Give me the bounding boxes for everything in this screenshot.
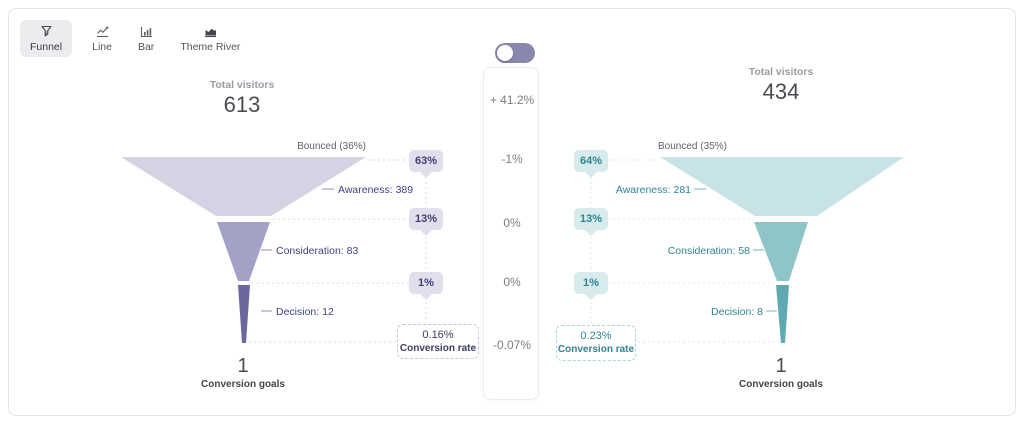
right-badge-decision: 1% [574, 272, 608, 294]
left-conversion-goals-label: Conversion goals [201, 379, 285, 390]
right-total-visitors-value: 434 [762, 79, 800, 104]
right-awareness-label: Awareness: 281 [615, 184, 691, 196]
left-total-visitors-label: Total visitors [209, 79, 275, 91]
right-funnel-stage-decision[interactable] [776, 285, 789, 343]
tab-line[interactable]: Line [86, 20, 118, 57]
right-conversion-goals-value: 1 [775, 355, 787, 377]
tab-bar-label: Bar [137, 41, 155, 53]
left-badge-awareness: 63% [409, 150, 443, 172]
comparison-panel: + 41.2% -1% 0% 0% -0.07% [483, 67, 539, 400]
left-badge-decision: 1% [409, 272, 443, 294]
left-conversion-rate-box: 0.16% Conversion rate [397, 324, 479, 359]
right-consideration-label: Consideration: 58 [667, 245, 750, 257]
left-conversion-rate-value: 0.16% [422, 329, 454, 341]
left-total-visitors-value: 613 [223, 92, 261, 117]
left-conversion-goals-value: 1 [237, 355, 249, 377]
comparison-awareness-delta: -1% [501, 152, 523, 166]
left-bounced-label: Bounced (36%) [297, 141, 366, 152]
tab-line-label: Line [92, 41, 112, 53]
right-funnel-stage-awareness[interactable] [660, 157, 904, 216]
bar-chart-icon [139, 24, 154, 39]
right-conversion-rate-box: 0.23% Conversion rate [556, 325, 636, 361]
theme-river-icon [203, 24, 218, 39]
tab-funnel[interactable]: Funnel [20, 20, 73, 57]
left-funnel-stage-awareness[interactable] [121, 157, 366, 216]
left-funnel-stage-decision[interactable] [238, 285, 250, 343]
right-bounced-label: Bounced (35%) [658, 141, 727, 152]
left-consideration-label: Consideration: 83 [276, 245, 359, 257]
right-conversion-goals-label: Conversion goals [739, 379, 823, 390]
comparison-total-delta: + 41.2% [489, 93, 535, 107]
right-conversion-rate-label: Conversion rate [557, 344, 635, 355]
left-funnel-stage-consideration[interactable] [217, 222, 270, 281]
left-conversion-rate-label: Conversion rate [399, 343, 477, 354]
chart-type-tabs: Funnel Line Bar Theme River [20, 20, 246, 57]
right-total-visitors-label: Total visitors [748, 66, 814, 78]
right-decision-label: Decision: 8 [711, 306, 763, 318]
comparison-toggle[interactable] [495, 43, 535, 63]
left-badge-consideration: 13% [409, 208, 443, 230]
comparison-consideration-delta: 0% [503, 216, 521, 230]
right-badge-awareness: 64% [574, 150, 608, 172]
tab-theme-river[interactable]: Theme River [174, 20, 246, 57]
tab-funnel-label: Funnel [30, 41, 63, 53]
left-awareness-label: Awareness: 389 [338, 184, 414, 196]
comparison-decision-delta: 0% [503, 275, 521, 289]
funnel-icon [39, 24, 54, 39]
tab-theme-river-label: Theme River [180, 41, 241, 53]
line-chart-icon [95, 24, 110, 39]
right-badge-consideration: 13% [574, 208, 608, 230]
right-funnel-stage-consideration[interactable] [754, 222, 808, 281]
tab-bar[interactable]: Bar [132, 20, 160, 57]
toggle-knob [497, 45, 513, 61]
right-conversion-rate-value: 0.23% [580, 330, 612, 342]
comparison-conversion-delta: -0.07% [492, 338, 532, 352]
left-decision-label: Decision: 12 [276, 306, 334, 318]
